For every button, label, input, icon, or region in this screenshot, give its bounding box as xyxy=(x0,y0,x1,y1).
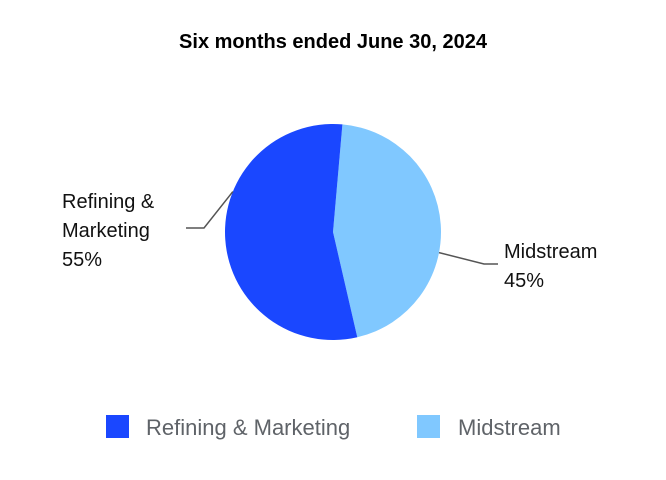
slice-label-refining-line-2: Marketing xyxy=(62,220,150,242)
pie-slice-refining-marketing xyxy=(225,124,358,340)
legend-label-refining: Refining & Marketing xyxy=(146,415,350,440)
chart-title: Six months ended June 30, 2024 xyxy=(179,31,488,53)
legend: Refining & Marketing Midstream xyxy=(106,415,561,440)
slice-label-refining-line-1: Refining & xyxy=(62,191,155,213)
leader-line-refining xyxy=(186,191,234,229)
slice-value-midstream: 45% xyxy=(504,270,544,292)
slice-value-refining: 55% xyxy=(62,249,102,271)
leader-line-midstream xyxy=(438,251,498,265)
leader-lines xyxy=(186,191,498,265)
slice-label-midstream: Midstream xyxy=(504,241,597,263)
legend-label-midstream: Midstream xyxy=(458,415,561,440)
legend-swatch-refining xyxy=(106,415,129,438)
pie-slice-midstream xyxy=(333,124,441,338)
slice-labels: Refining & Marketing 55% Midstream 45% xyxy=(62,191,597,292)
legend-swatch-midstream xyxy=(417,415,440,438)
pie-slices xyxy=(225,124,441,340)
